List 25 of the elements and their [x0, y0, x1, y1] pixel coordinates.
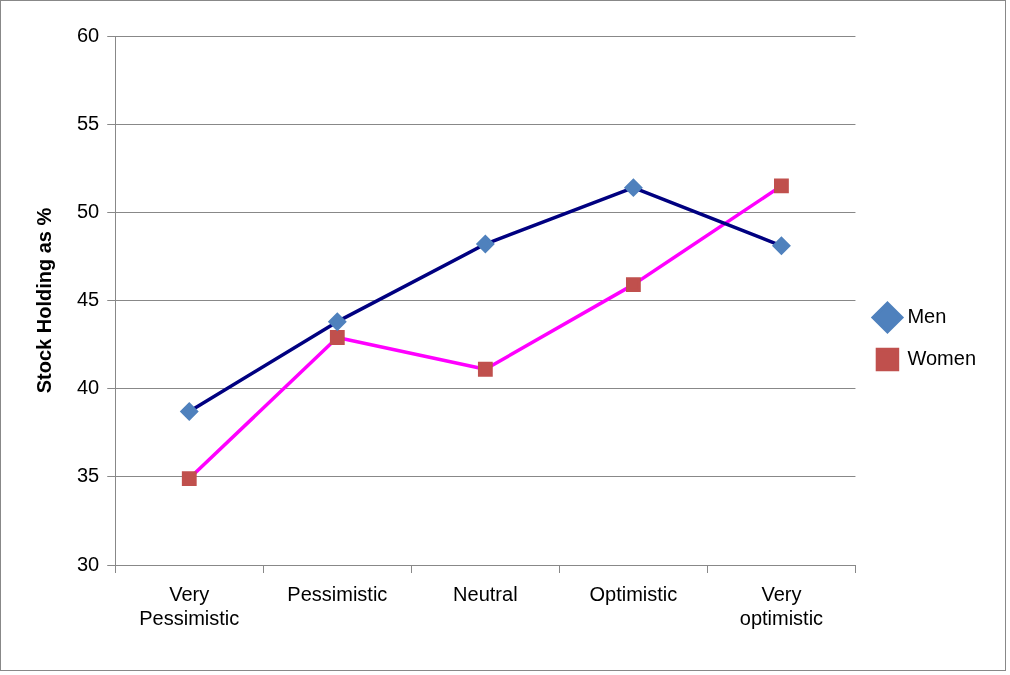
- x-tick-label: Pessimistic: [287, 582, 388, 605]
- y-tick-label: 30: [77, 552, 100, 575]
- x-tick-label: Very Pessimistic: [139, 582, 240, 629]
- point: [772, 237, 791, 255]
- legend-label: Women: [907, 347, 976, 370]
- y-axis-title: Stock Holding as %: [32, 207, 55, 394]
- point: [774, 178, 789, 194]
- y-tick-label: 35: [77, 464, 100, 487]
- point: [624, 178, 643, 197]
- point: [181, 471, 197, 486]
- point: [625, 277, 641, 293]
- point: [329, 330, 345, 345]
- x-tick-label: Neutral: [453, 582, 518, 605]
- y-tick-label: 45: [77, 288, 100, 311]
- x-tick-label: Optimistic: [589, 582, 678, 605]
- x-tick-label: Very optimistic: [739, 582, 824, 629]
- y-tick-label: 55: [77, 111, 100, 134]
- y-tick-label: 40: [77, 376, 100, 399]
- y-tick-label: 50: [77, 199, 100, 222]
- point: [477, 361, 493, 377]
- legend-label: Men: [907, 305, 947, 328]
- point: [476, 235, 495, 253]
- y-tick-label: 60: [77, 23, 100, 46]
- point: [180, 402, 199, 421]
- point: [328, 312, 347, 331]
